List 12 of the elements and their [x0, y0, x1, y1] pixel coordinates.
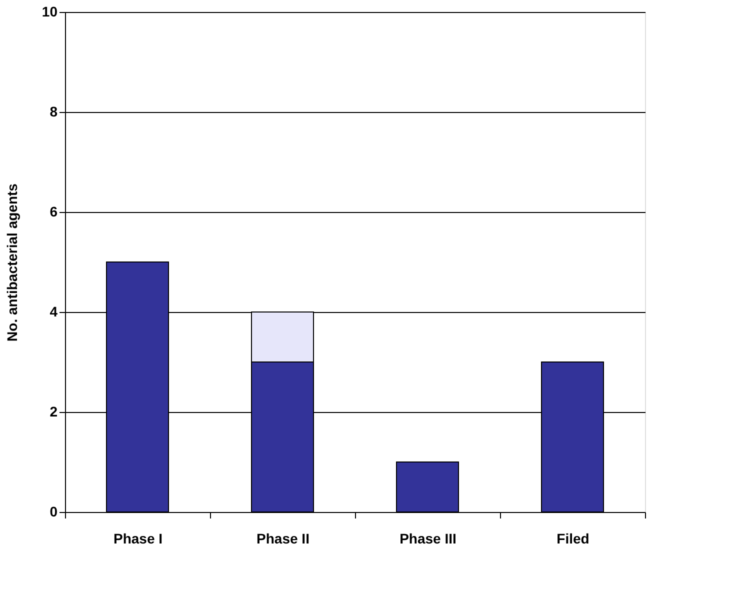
x-tick-label: Filed: [556, 530, 590, 546]
y-tick-label: 0: [50, 504, 58, 520]
x-tick-label: Phase III: [400, 530, 456, 546]
x-tick-label: Phase II: [256, 530, 310, 546]
y-tick-label: 4: [50, 304, 58, 320]
x-tick-label: Phase I: [113, 530, 163, 546]
y-tick-label: 6: [50, 204, 58, 220]
y-tick-label: 2: [50, 404, 58, 420]
y-tick-label: 8: [50, 104, 58, 120]
y-tick-label: 10: [42, 4, 58, 20]
bar: [396, 462, 459, 512]
y-axis-title: No. antibacterial agents: [4, 183, 20, 342]
